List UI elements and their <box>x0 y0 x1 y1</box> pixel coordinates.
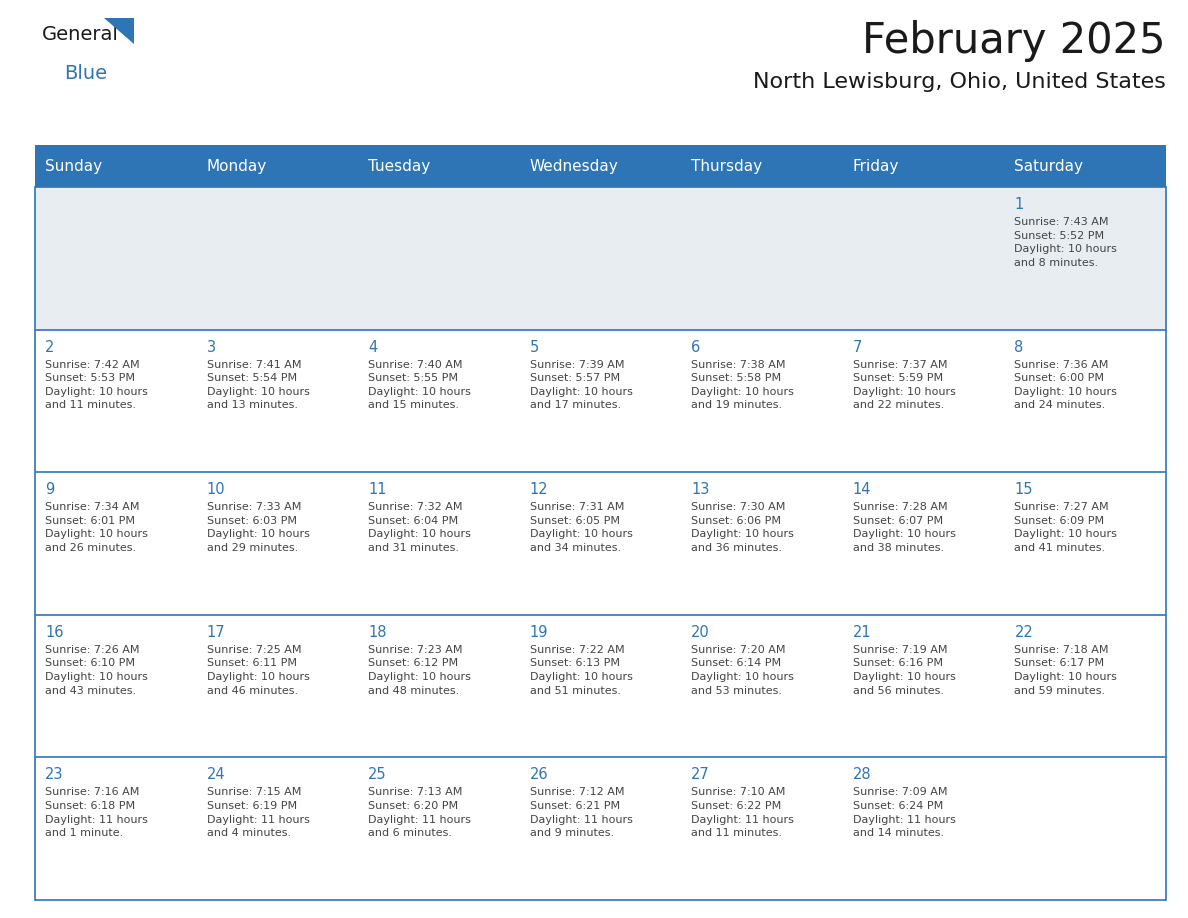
Text: North Lewisburg, Ohio, United States: North Lewisburg, Ohio, United States <box>753 72 1165 92</box>
Text: 21: 21 <box>853 625 872 640</box>
Bar <box>34 187 1165 330</box>
Text: 2: 2 <box>45 340 55 354</box>
Text: Sunrise: 7:13 AM
Sunset: 6:20 PM
Daylight: 11 hours
and 6 minutes.: Sunrise: 7:13 AM Sunset: 6:20 PM Dayligh… <box>368 788 470 838</box>
Text: 12: 12 <box>530 482 549 498</box>
Text: 9: 9 <box>45 482 55 498</box>
Text: 19: 19 <box>530 625 548 640</box>
Text: 26: 26 <box>530 767 549 782</box>
Text: 5: 5 <box>530 340 539 354</box>
Text: 18: 18 <box>368 625 386 640</box>
Text: Sunrise: 7:39 AM
Sunset: 5:57 PM
Daylight: 10 hours
and 17 minutes.: Sunrise: 7:39 AM Sunset: 5:57 PM Dayligh… <box>530 360 632 410</box>
Text: Sunrise: 7:36 AM
Sunset: 6:00 PM
Daylight: 10 hours
and 24 minutes.: Sunrise: 7:36 AM Sunset: 6:00 PM Dayligh… <box>1015 360 1117 410</box>
Text: Sunrise: 7:27 AM
Sunset: 6:09 PM
Daylight: 10 hours
and 41 minutes.: Sunrise: 7:27 AM Sunset: 6:09 PM Dayligh… <box>1015 502 1117 553</box>
Text: General: General <box>42 25 119 44</box>
Text: Sunrise: 7:28 AM
Sunset: 6:07 PM
Daylight: 10 hours
and 38 minutes.: Sunrise: 7:28 AM Sunset: 6:07 PM Dayligh… <box>853 502 955 553</box>
Text: Sunrise: 7:33 AM
Sunset: 6:03 PM
Daylight: 10 hours
and 29 minutes.: Sunrise: 7:33 AM Sunset: 6:03 PM Dayligh… <box>207 502 309 553</box>
Text: Sunrise: 7:19 AM
Sunset: 6:16 PM
Daylight: 10 hours
and 56 minutes.: Sunrise: 7:19 AM Sunset: 6:16 PM Dayligh… <box>853 644 955 696</box>
Text: 13: 13 <box>691 482 709 498</box>
Text: 28: 28 <box>853 767 872 782</box>
Text: Sunrise: 7:30 AM
Sunset: 6:06 PM
Daylight: 10 hours
and 36 minutes.: Sunrise: 7:30 AM Sunset: 6:06 PM Dayligh… <box>691 502 794 553</box>
Text: Sunrise: 7:43 AM
Sunset: 5:52 PM
Daylight: 10 hours
and 8 minutes.: Sunrise: 7:43 AM Sunset: 5:52 PM Dayligh… <box>1015 217 1117 268</box>
Text: Sunrise: 7:34 AM
Sunset: 6:01 PM
Daylight: 10 hours
and 26 minutes.: Sunrise: 7:34 AM Sunset: 6:01 PM Dayligh… <box>45 502 147 553</box>
Text: 3: 3 <box>207 340 216 354</box>
Text: 25: 25 <box>368 767 387 782</box>
Text: Blue: Blue <box>64 64 107 83</box>
Text: 20: 20 <box>691 625 710 640</box>
Text: Sunrise: 7:22 AM
Sunset: 6:13 PM
Daylight: 10 hours
and 51 minutes.: Sunrise: 7:22 AM Sunset: 6:13 PM Dayligh… <box>530 644 632 696</box>
Text: Sunrise: 7:38 AM
Sunset: 5:58 PM
Daylight: 10 hours
and 19 minutes.: Sunrise: 7:38 AM Sunset: 5:58 PM Dayligh… <box>691 360 794 410</box>
Text: 23: 23 <box>45 767 63 782</box>
Text: Sunrise: 7:10 AM
Sunset: 6:22 PM
Daylight: 11 hours
and 11 minutes.: Sunrise: 7:10 AM Sunset: 6:22 PM Dayligh… <box>691 788 794 838</box>
Text: 22: 22 <box>1015 625 1034 640</box>
Text: 7: 7 <box>853 340 862 354</box>
Text: 8: 8 <box>1015 340 1024 354</box>
Text: Sunrise: 7:41 AM
Sunset: 5:54 PM
Daylight: 10 hours
and 13 minutes.: Sunrise: 7:41 AM Sunset: 5:54 PM Dayligh… <box>207 360 309 410</box>
Text: February 2025: February 2025 <box>862 20 1165 62</box>
Text: 17: 17 <box>207 625 226 640</box>
Text: Sunrise: 7:09 AM
Sunset: 6:24 PM
Daylight: 11 hours
and 14 minutes.: Sunrise: 7:09 AM Sunset: 6:24 PM Dayligh… <box>853 788 955 838</box>
Text: 6: 6 <box>691 340 701 354</box>
Text: Sunrise: 7:18 AM
Sunset: 6:17 PM
Daylight: 10 hours
and 59 minutes.: Sunrise: 7:18 AM Sunset: 6:17 PM Dayligh… <box>1015 644 1117 696</box>
Text: Sunrise: 7:23 AM
Sunset: 6:12 PM
Daylight: 10 hours
and 48 minutes.: Sunrise: 7:23 AM Sunset: 6:12 PM Dayligh… <box>368 644 470 696</box>
Text: Sunrise: 7:31 AM
Sunset: 6:05 PM
Daylight: 10 hours
and 34 minutes.: Sunrise: 7:31 AM Sunset: 6:05 PM Dayligh… <box>530 502 632 553</box>
Text: Sunrise: 7:32 AM
Sunset: 6:04 PM
Daylight: 10 hours
and 31 minutes.: Sunrise: 7:32 AM Sunset: 6:04 PM Dayligh… <box>368 502 470 553</box>
Text: Sunrise: 7:16 AM
Sunset: 6:18 PM
Daylight: 11 hours
and 1 minute.: Sunrise: 7:16 AM Sunset: 6:18 PM Dayligh… <box>45 788 147 838</box>
Text: Friday: Friday <box>853 159 899 174</box>
Text: 16: 16 <box>45 625 63 640</box>
Text: Monday: Monday <box>207 159 267 174</box>
Text: 11: 11 <box>368 482 386 498</box>
Text: 15: 15 <box>1015 482 1032 498</box>
Text: Saturday: Saturday <box>1015 159 1083 174</box>
Text: Sunrise: 7:20 AM
Sunset: 6:14 PM
Daylight: 10 hours
and 53 minutes.: Sunrise: 7:20 AM Sunset: 6:14 PM Dayligh… <box>691 644 794 696</box>
Text: 10: 10 <box>207 482 226 498</box>
Text: 14: 14 <box>853 482 871 498</box>
Text: 27: 27 <box>691 767 710 782</box>
Text: Sunrise: 7:25 AM
Sunset: 6:11 PM
Daylight: 10 hours
and 46 minutes.: Sunrise: 7:25 AM Sunset: 6:11 PM Dayligh… <box>207 644 309 696</box>
Text: Sunrise: 7:42 AM
Sunset: 5:53 PM
Daylight: 10 hours
and 11 minutes.: Sunrise: 7:42 AM Sunset: 5:53 PM Dayligh… <box>45 360 147 410</box>
Text: Sunrise: 7:26 AM
Sunset: 6:10 PM
Daylight: 10 hours
and 43 minutes.: Sunrise: 7:26 AM Sunset: 6:10 PM Dayligh… <box>45 644 147 696</box>
Text: 1: 1 <box>1015 197 1024 212</box>
Text: 4: 4 <box>368 340 378 354</box>
Bar <box>34 145 1165 187</box>
Text: Wednesday: Wednesday <box>530 159 619 174</box>
Text: Sunrise: 7:37 AM
Sunset: 5:59 PM
Daylight: 10 hours
and 22 minutes.: Sunrise: 7:37 AM Sunset: 5:59 PM Dayligh… <box>853 360 955 410</box>
Text: Thursday: Thursday <box>691 159 763 174</box>
Text: Sunrise: 7:40 AM
Sunset: 5:55 PM
Daylight: 10 hours
and 15 minutes.: Sunrise: 7:40 AM Sunset: 5:55 PM Dayligh… <box>368 360 470 410</box>
Text: Sunrise: 7:12 AM
Sunset: 6:21 PM
Daylight: 11 hours
and 9 minutes.: Sunrise: 7:12 AM Sunset: 6:21 PM Dayligh… <box>530 788 632 838</box>
Text: Tuesday: Tuesday <box>368 159 430 174</box>
Text: Sunday: Sunday <box>45 159 102 174</box>
Text: 24: 24 <box>207 767 226 782</box>
Text: Sunrise: 7:15 AM
Sunset: 6:19 PM
Daylight: 11 hours
and 4 minutes.: Sunrise: 7:15 AM Sunset: 6:19 PM Dayligh… <box>207 788 309 838</box>
Polygon shape <box>105 18 134 44</box>
